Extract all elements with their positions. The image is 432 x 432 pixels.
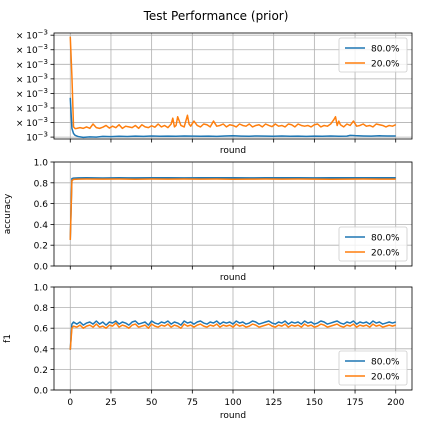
- legend-label: 80.0%: [371, 45, 400, 55]
- y-tick-label: 0.2: [34, 366, 48, 376]
- y-tick-label: × 10−3: [16, 58, 48, 71]
- x-axis-label: round: [220, 273, 246, 283]
- x-tick-label: 200: [387, 398, 404, 408]
- y-tick-label: × 10−3: [16, 43, 48, 56]
- axes-frame: [53, 161, 413, 267]
- y-tick-label: 0.6: [34, 325, 49, 335]
- y-tick-label: 0.2: [34, 242, 48, 252]
- y-tick-label: × 10−3: [16, 72, 48, 85]
- y-tick-label: 10−3: [26, 131, 48, 144]
- series-line-20.0%: [69, 36, 397, 130]
- x-tick-label: 25: [105, 398, 116, 408]
- series-group: [69, 36, 397, 139]
- series-group: [69, 176, 396, 241]
- axes-frame: [53, 286, 413, 391]
- y-tick-label: 0.4: [34, 345, 49, 355]
- axes-frame: [53, 32, 413, 140]
- figure-title: Test Performance (prior): [143, 9, 289, 23]
- x-tick-label: 100: [224, 398, 241, 408]
- x-tick-label: 0: [67, 398, 73, 408]
- x-tick-label: 50: [146, 398, 158, 408]
- y-tick-label: 0.8: [34, 179, 49, 189]
- legend-label: 80.0%: [371, 358, 400, 368]
- y-tick-label: × 10−3: [16, 29, 48, 42]
- y-tick-label: 1.0: [34, 284, 49, 294]
- x-tick-label: 125: [265, 398, 282, 408]
- legend-label: 80.0%: [371, 234, 400, 244]
- x-tick-label: 150: [306, 398, 323, 408]
- chart-panel-2: 0.0 0.2 0.4 0.6 0.8 1.0 round accuracy 80.0% 20.0…: [3, 159, 413, 283]
- x-axis-label: round: [220, 146, 246, 156]
- grid-lines: [54, 33, 412, 139]
- legend: 80.0% 20.0%: [338, 350, 408, 386]
- y-tick-label: × 10−3: [16, 87, 48, 100]
- x-axis-label: round: [220, 411, 246, 421]
- y-tick-label: 0.6: [34, 200, 49, 210]
- series-line-20.0%: [69, 178, 396, 241]
- series-line-80.0%: [69, 320, 396, 350]
- y-tick-label: 1.0: [34, 159, 49, 169]
- x-tick-label: 175: [346, 398, 363, 408]
- x-tick-label: 75: [187, 398, 198, 408]
- legend-label: 20.0%: [371, 249, 400, 259]
- series-line-80.0%: [69, 176, 396, 241]
- y-tick-label: 0.0: [34, 387, 49, 397]
- chart-panel-1: 10−3× 10−3× 10−3× 10−3× 10−3× 10−3× 10−3…: [16, 29, 413, 156]
- legend-label: 20.0%: [371, 373, 400, 383]
- y-tick-label: 0.4: [34, 221, 49, 231]
- y-tick-label: × 10−3: [16, 116, 48, 129]
- chart-panel-3: 0 25 50 75 100 125 150 175 200 0.0 0.2 0.4 0.6 0.8 1.0…: [3, 284, 413, 421]
- y-tick-label: × 10−3: [16, 101, 48, 114]
- legend: 80.0% 20.0%: [338, 226, 408, 262]
- y-tick-label: 0.0: [34, 263, 49, 273]
- series-group: [69, 320, 396, 350]
- legend-label: 20.0%: [371, 60, 400, 70]
- y-axis-label: f1: [3, 334, 13, 343]
- y-tick-label: 0.8: [34, 304, 49, 314]
- y-axis-label: accuracy: [3, 193, 13, 234]
- series-line-80.0%: [69, 97, 396, 139]
- series-line-20.0%: [69, 322, 396, 350]
- legend: 80.0% 20.0%: [338, 37, 408, 73]
